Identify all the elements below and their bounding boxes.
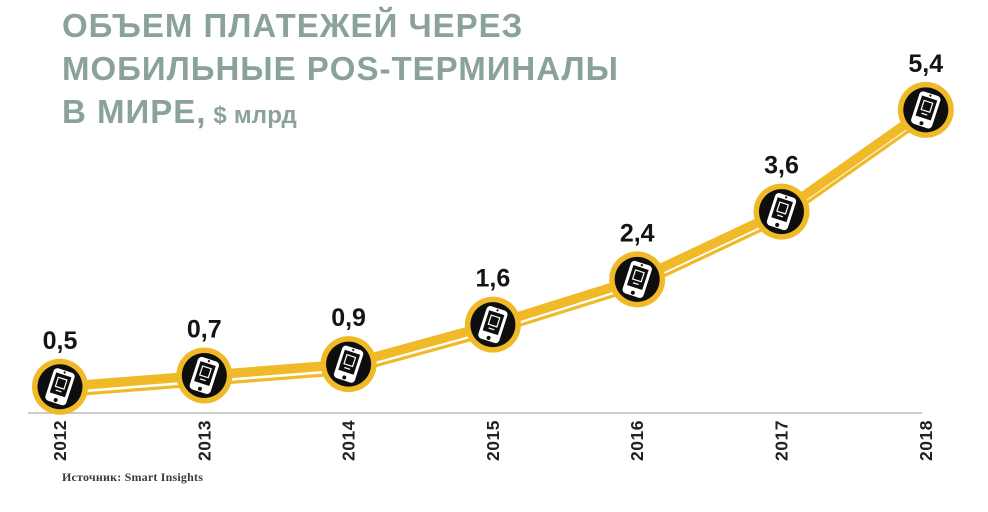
- smartphone-icon: [622, 260, 652, 298]
- chart-title: ОБЪЕМ ПЛАТЕЖЕЙ ЧЕРЕЗ МОБИЛЬНЫЕ POS-ТЕРМИ…: [62, 4, 619, 137]
- value-label-2017: 3,6: [764, 152, 799, 180]
- title-line-3-text: В МИРЕ,: [62, 93, 207, 130]
- data-point-marker-2014: [320, 336, 377, 393]
- title-unit-label: $ млрд: [213, 102, 297, 129]
- smartphone-icon: [766, 193, 797, 231]
- data-point-marker-2018: [897, 81, 954, 138]
- smartphone-icon: [333, 345, 364, 383]
- value-label-2018: 5,4: [908, 50, 943, 78]
- title-line-2: МОБИЛЬНЫЕ POS-ТЕРМИНАЛЫ: [62, 50, 619, 87]
- value-label-2016: 2,4: [620, 219, 655, 247]
- smartphone-icon: [189, 356, 219, 394]
- data-point-marker-2013: [176, 347, 233, 404]
- smartphone-icon: [478, 306, 508, 344]
- x-tick-label-2013: 2013: [194, 420, 214, 461]
- x-tick-label-2018: 2018: [916, 420, 936, 461]
- source-note: Источник: Smart Insights: [62, 470, 204, 484]
- x-tick-label-2014: 2014: [339, 420, 359, 461]
- x-tick-label-2015: 2015: [483, 420, 503, 461]
- data-point-marker-2015: [464, 296, 521, 353]
- value-label-2012: 0,5: [43, 327, 78, 355]
- data-point-marker-2016: [609, 251, 666, 308]
- data-point-marker-2012: [32, 358, 88, 415]
- value-label-2013: 0,7: [187, 315, 222, 343]
- smartphone-icon: [911, 91, 941, 129]
- data-point-marker-2017: [753, 183, 810, 240]
- title-line-1: ОБЪЕМ ПЛАТЕЖЕЙ ЧЕРЕЗ: [62, 7, 524, 44]
- title-line-3: В МИРЕ, $ млрд: [62, 90, 619, 137]
- smartphone-icon: [45, 368, 75, 406]
- value-label-2015: 1,6: [476, 265, 511, 293]
- x-tick-label-2017: 2017: [772, 420, 792, 461]
- x-tick-label-2016: 2016: [627, 420, 647, 461]
- x-tick-label-2012: 2012: [50, 420, 70, 461]
- value-label-2014: 0,9: [331, 304, 366, 332]
